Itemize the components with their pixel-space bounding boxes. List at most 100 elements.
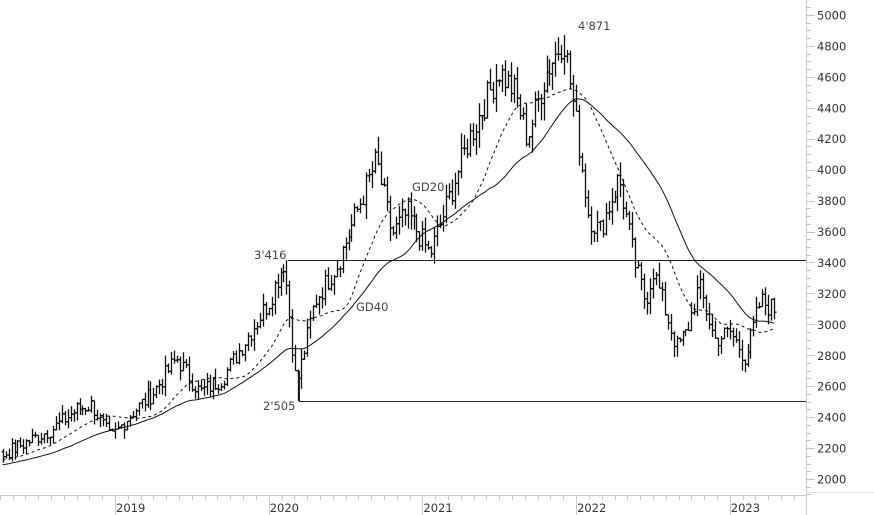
ohlc-bar xyxy=(716,337,721,356)
horizontal-levels xyxy=(288,260,806,402)
ohlc-bar xyxy=(459,133,464,179)
ohlc-bar xyxy=(332,275,337,295)
y-tick-label: 2400 xyxy=(817,411,846,425)
y-tick-label: 3200 xyxy=(817,287,846,301)
ohlc-bar xyxy=(92,400,97,425)
y-tick-label: 3000 xyxy=(817,318,846,332)
ohlc-bar xyxy=(772,297,777,320)
ohlc-bar xyxy=(196,380,201,400)
ohlc-bar xyxy=(302,350,307,360)
y-tick-label: 4200 xyxy=(817,132,846,146)
ohlc-bar xyxy=(311,305,316,321)
ohlc-bar xyxy=(491,81,496,104)
ohlc-bar xyxy=(456,170,461,196)
ohlc-bar xyxy=(598,220,603,231)
ohlc-bar xyxy=(453,172,458,209)
ohlc-bar xyxy=(630,211,635,248)
ohlc-bar xyxy=(660,282,665,302)
gd20-label: GD20 xyxy=(412,180,444,194)
ohlc-bar xyxy=(542,82,547,121)
ohlc-bar xyxy=(651,268,656,299)
ohlc-bar xyxy=(364,172,369,219)
ohlc-bar xyxy=(48,436,53,445)
ohlc-bar xyxy=(462,134,467,156)
ohlc-bar xyxy=(426,240,431,250)
ohlc-bar xyxy=(666,314,671,330)
ohlc-bar xyxy=(550,62,555,90)
ohlc-bar xyxy=(287,280,292,328)
ohlc-bar xyxy=(338,266,343,278)
ohlc-bar xyxy=(184,359,189,369)
ohlc-bar xyxy=(113,422,118,439)
gd40-line xyxy=(2,98,775,466)
ohlc-bar xyxy=(199,380,204,392)
ohlc-bar xyxy=(763,287,768,316)
support-label: 2'505 xyxy=(263,399,295,413)
ohlc-bar xyxy=(636,260,641,269)
ohlc-bar xyxy=(246,332,251,351)
ohlc-bar xyxy=(326,267,331,291)
gd40-label: GD40 xyxy=(356,300,388,314)
ohlc-bar xyxy=(107,415,112,431)
ohlc-bar xyxy=(417,230,422,251)
ohlc-bar xyxy=(485,80,490,119)
ohlc-bar xyxy=(663,281,668,316)
ohlc-bar xyxy=(618,162,623,198)
ohlc-bar xyxy=(51,425,56,444)
ohlc-bar xyxy=(562,35,567,75)
ohlc-bar xyxy=(320,287,325,309)
ohlc-bar xyxy=(240,350,245,357)
ohlc-bar xyxy=(10,438,15,462)
ohlc-bar xyxy=(403,208,408,226)
ohlc-bar xyxy=(698,270,703,300)
ohlc-bar xyxy=(689,302,694,332)
ohlc-bar xyxy=(435,215,440,247)
ohlc-bar xyxy=(766,294,771,325)
ohlc-bar xyxy=(21,439,26,454)
ohlc-bar xyxy=(376,136,381,166)
ohlc-bar xyxy=(388,195,393,242)
ohlc-bar xyxy=(231,351,236,365)
ohlc-bar xyxy=(524,103,529,147)
ohlc-bar xyxy=(604,203,609,236)
ohlc-bar xyxy=(394,216,399,239)
y-tick-label: 2000 xyxy=(817,473,846,487)
ohlc-bar xyxy=(556,37,561,61)
ohlc-bar xyxy=(710,313,715,337)
ohlc-bar xyxy=(385,176,390,212)
ohlc-bar xyxy=(601,219,606,238)
ohlc-bar xyxy=(273,280,278,315)
ohlc-bar xyxy=(760,289,765,308)
ohlc-bar xyxy=(181,352,186,372)
ohlc-bar xyxy=(559,44,564,63)
ohlc-bar xyxy=(494,64,499,112)
ohlc-bar xyxy=(477,103,482,148)
ohlc-bar xyxy=(222,380,227,390)
ohlc-bar xyxy=(728,320,733,340)
ohlc-bar xyxy=(305,318,310,357)
ohlc-bar xyxy=(89,395,94,413)
ohlc-bar xyxy=(648,278,653,315)
ohlc-bar xyxy=(361,195,366,206)
ohlc-bar xyxy=(633,237,638,278)
ohlc-bar xyxy=(536,90,541,112)
ohlc-bar xyxy=(243,344,248,362)
ohlc-bar xyxy=(352,203,357,227)
y-tick-label: 4800 xyxy=(817,39,846,53)
ohlc-bar xyxy=(270,296,275,317)
ohlc-bar xyxy=(154,385,159,399)
ohlc-bar xyxy=(497,79,502,87)
ohlc-bar xyxy=(583,163,588,208)
ohlc-bar xyxy=(642,273,647,309)
ohlc-bar xyxy=(713,320,718,339)
ohlc-bar xyxy=(592,230,597,243)
ohlc-bar xyxy=(379,151,384,186)
ohlc-bar xyxy=(409,192,414,230)
y-tick-label: 2200 xyxy=(817,442,846,456)
ohlc-bar xyxy=(341,245,346,274)
ohlc-bar xyxy=(308,310,313,339)
ohlc-bar xyxy=(474,124,479,155)
ohlc-bar xyxy=(329,275,334,291)
ohlc-bar xyxy=(607,201,612,221)
